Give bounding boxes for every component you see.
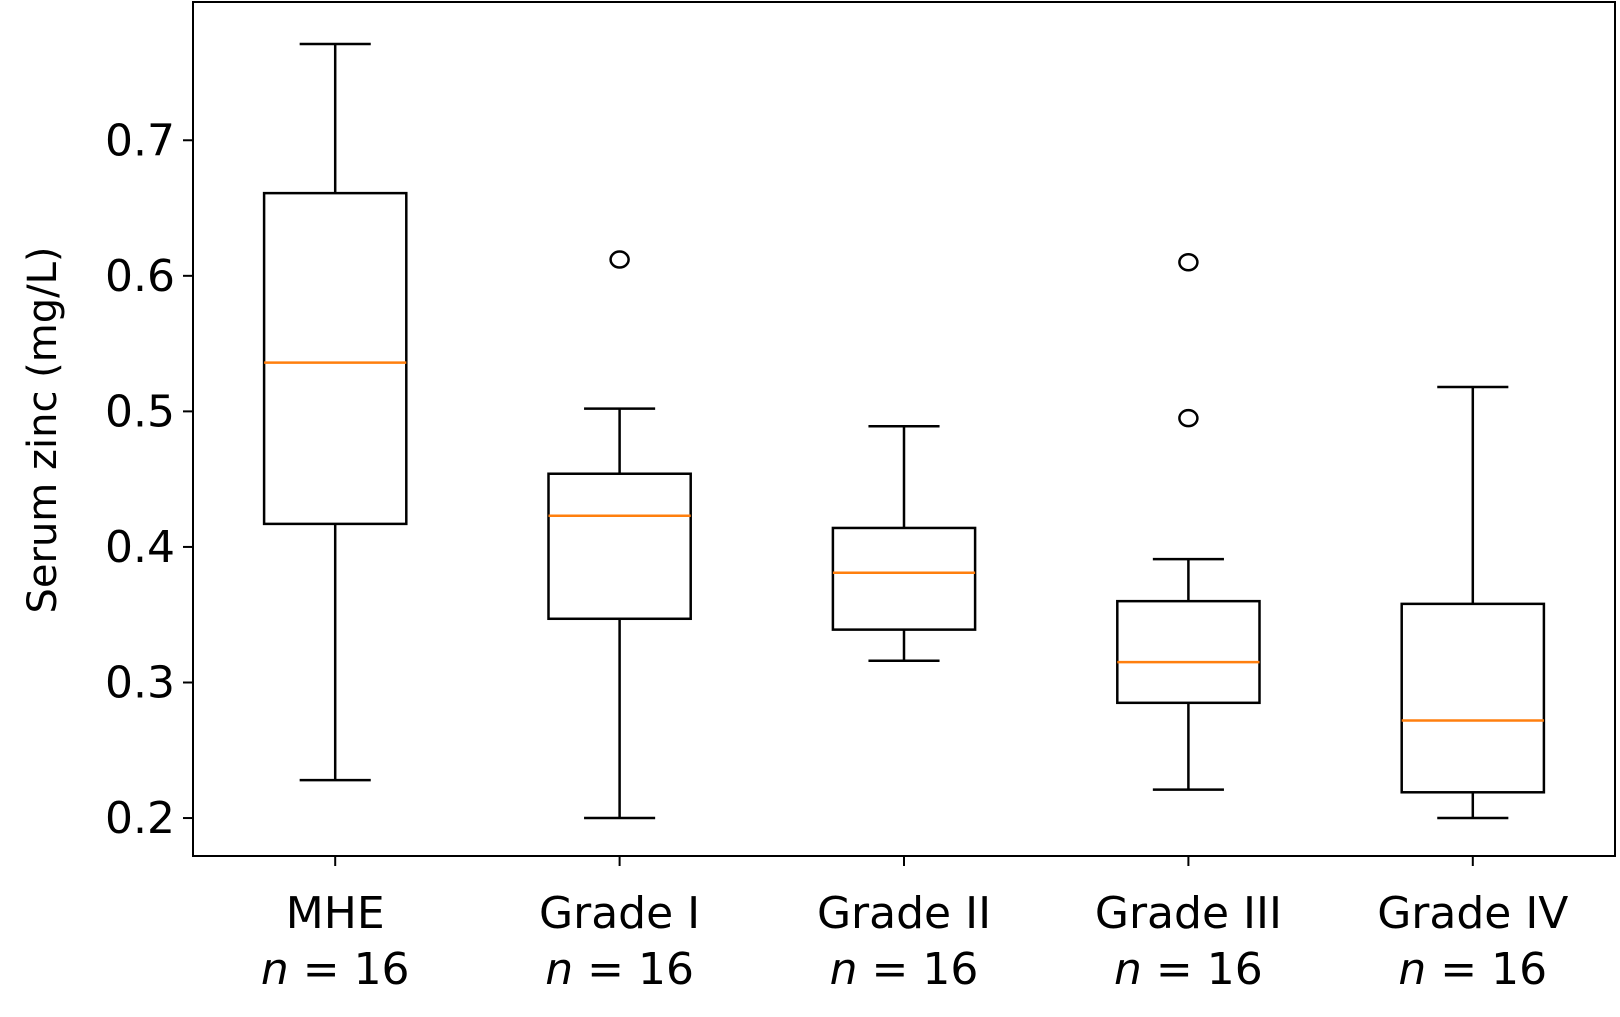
n-equals: = <box>573 944 638 995</box>
sample-size-label: n = 16 <box>1114 944 1263 995</box>
n-symbol: n <box>261 944 289 995</box>
iqr-box <box>547 472 692 621</box>
n-value: 16 <box>638 944 694 995</box>
n-equals: = <box>1142 944 1207 995</box>
y-axis: 0.2 0.3 0.4 0.5 0.6 0.7 <box>105 115 193 844</box>
outlier-point <box>609 250 630 269</box>
outlier-point <box>1178 253 1199 272</box>
n-symbol: n <box>1398 944 1426 995</box>
category-label: Grade IV <box>1377 888 1568 939</box>
n-equals: = <box>1426 944 1491 995</box>
category-label: Grade III <box>1095 888 1282 939</box>
y-axis-title: Serum zinc (mg/L) <box>20 247 66 614</box>
box-group-mhe <box>262 42 408 782</box>
sample-size-label: n = 16 <box>830 944 979 995</box>
iqr-box <box>262 191 408 526</box>
iqr-box <box>1400 602 1546 794</box>
iqr-box <box>1116 599 1261 705</box>
n-value: 16 <box>354 944 410 995</box>
box-group-grade-iv <box>1400 385 1546 820</box>
n-value: 16 <box>922 944 978 995</box>
sample-size-label: n = 16 <box>1398 944 1547 995</box>
box-group-grade-ii <box>831 425 977 663</box>
iqr-box <box>831 526 977 631</box>
category-label: Grade I <box>539 888 700 939</box>
n-value: 16 <box>1207 944 1263 995</box>
box-series <box>262 42 1546 820</box>
outlier-point <box>1178 408 1199 428</box>
n-equals: = <box>858 944 923 995</box>
box-group-grade-i <box>547 250 692 820</box>
category-label: Grade II <box>817 888 991 939</box>
sample-size-label: n = 16 <box>261 944 410 995</box>
n-symbol: n <box>830 944 858 995</box>
box-group-grade-iii <box>1116 253 1261 791</box>
n-symbol: n <box>1114 944 1142 995</box>
sample-size-label: n = 16 <box>545 944 694 995</box>
n-value: 16 <box>1491 944 1547 995</box>
y-tick-label: 0.3 <box>105 657 175 708</box>
n-equals: = <box>289 944 354 995</box>
y-tick-label: 0.5 <box>105 386 175 437</box>
n-symbol: n <box>545 944 573 995</box>
y-tick-label: 0.4 <box>105 522 175 573</box>
y-tick-label: 0.7 <box>105 115 175 166</box>
y-tick-label: 0.6 <box>105 251 175 302</box>
y-tick-label: 0.2 <box>105 793 175 844</box>
category-label: MHE <box>286 888 385 939</box>
